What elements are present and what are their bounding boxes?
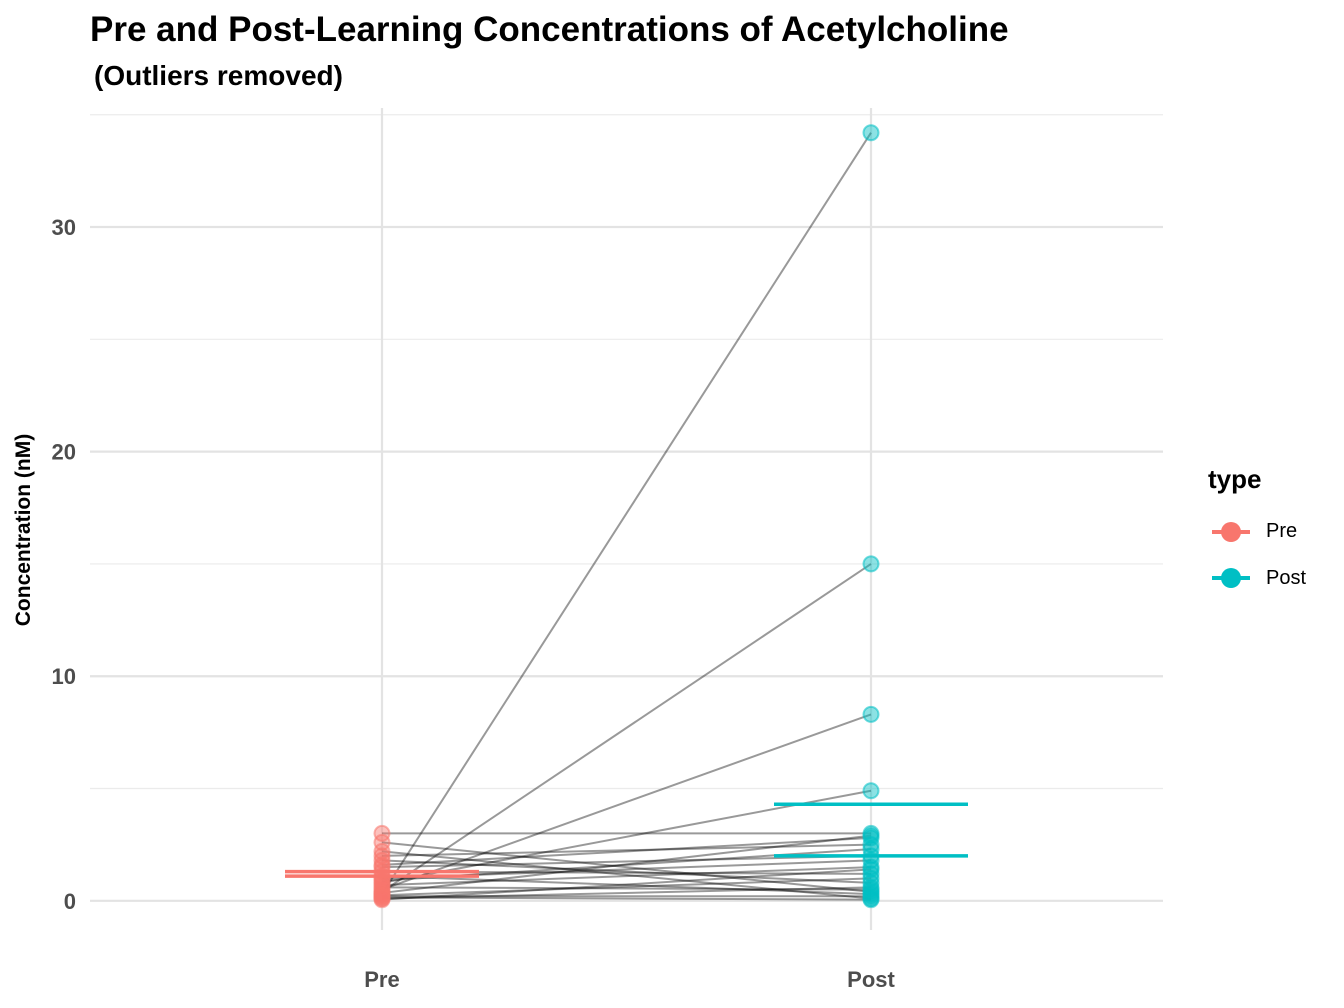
legend-key-point-pre: [1221, 522, 1241, 542]
chart-subtitle: (Outliers removed): [94, 60, 343, 91]
point-pre: [373, 888, 391, 906]
pair-line: [381, 834, 872, 894]
point-post: [862, 869, 880, 887]
pair-line: [381, 854, 872, 869]
summary-lines: [285, 802, 968, 878]
pair-line: [381, 875, 872, 896]
point-post: [862, 705, 880, 723]
pair-line: [381, 859, 872, 884]
pair-line: [381, 713, 872, 891]
point-post: [862, 860, 880, 878]
legend-key-point-post: [1221, 568, 1241, 588]
pair-line: [381, 896, 872, 901]
pair-line: [381, 836, 872, 866]
x-tick-labels: Pre Post: [364, 967, 895, 992]
point-post: [862, 829, 880, 847]
pair-line: [381, 789, 872, 884]
pair-line: [381, 886, 872, 891]
point-post: [862, 891, 880, 909]
point-pre: [373, 833, 391, 851]
y-tick-labels: 0 10 20 30: [52, 215, 76, 914]
pair-line: [381, 868, 872, 901]
point-pre: [373, 824, 391, 842]
point-post: [862, 124, 880, 142]
grid: [90, 108, 1163, 930]
y-tick-label: 10: [52, 664, 76, 689]
point-post: [862, 555, 880, 573]
pair-line: [381, 886, 872, 900]
pair-line: [381, 843, 872, 857]
pair-line: [381, 841, 872, 893]
x-tick-label: Pre: [364, 967, 399, 992]
pair-line: [381, 132, 872, 895]
legend-keys: [1212, 522, 1250, 588]
pair-line: [381, 563, 872, 893]
y-tick-label: 20: [52, 440, 76, 465]
x-tick-label: Post: [847, 967, 895, 992]
pair-line: [381, 866, 872, 887]
legend-title: type: [1208, 464, 1262, 494]
legend-label-pre: Pre: [1266, 520, 1298, 542]
pair-line: [381, 877, 872, 897]
point-post: [862, 782, 880, 800]
y-tick-label: 0: [64, 889, 76, 914]
legend-label-post: Post: [1266, 567, 1307, 589]
paired-lines: [381, 132, 872, 901]
y-tick-label: 30: [52, 215, 76, 240]
chart-title: Pre and Post-Learning Concentrations of …: [90, 10, 1009, 49]
point-post: [862, 878, 880, 896]
pair-line: [381, 850, 872, 900]
